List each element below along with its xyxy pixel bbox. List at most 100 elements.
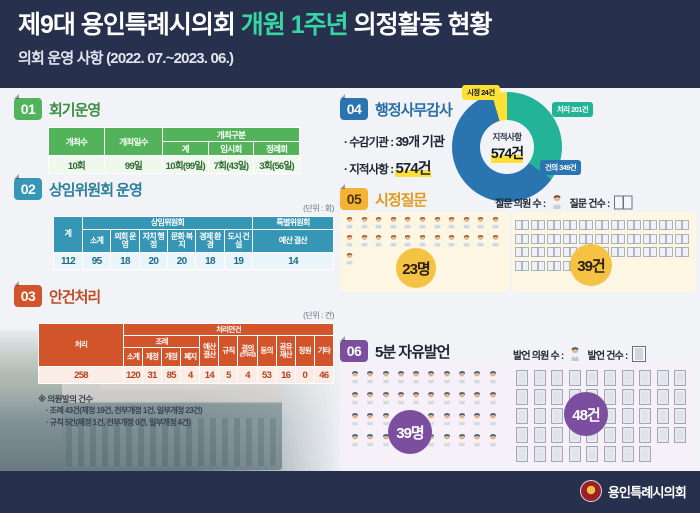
section-06-people-pictogram: 39명	[340, 364, 510, 464]
note-line-1: · 조례 43건(제정 19건, 전부개정 1건, 일부개정 23건)	[46, 406, 203, 416]
pictogram-unit	[627, 220, 643, 234]
person-icon	[388, 234, 398, 247]
person-icon	[396, 392, 406, 405]
th-culture-welfare: 문화 복지	[166, 229, 197, 253]
person-icon	[476, 234, 486, 247]
person-icon	[432, 216, 442, 229]
section-01-session-operation: 01 회기운영 개최수 개최일수 개최구분 계 임시회 정례회 10회 99일 …	[14, 94, 334, 174]
td-processed-total: 258	[38, 366, 124, 384]
table-row: 258 120 31 85 4 14 5 4 53 16 0 46	[38, 366, 335, 384]
person-icon	[457, 371, 467, 384]
pictogram-unit	[621, 370, 640, 389]
td-culture-welfare: 20	[166, 252, 197, 270]
td-total: 10회(99일)	[162, 155, 209, 174]
section-06-legend-people: 발언 의원 수 : 발언 건수 :	[513, 346, 646, 362]
pictogram-unit	[394, 391, 409, 412]
person-icon	[411, 371, 421, 384]
title-part2: 의정활동 현황	[347, 11, 493, 39]
pictogram-unit	[568, 370, 587, 389]
document-icon	[551, 370, 564, 386]
pictogram-unit	[455, 370, 470, 391]
pictogram-unit	[486, 370, 501, 391]
legend-people-label: 발언 의원 수 :	[513, 350, 564, 362]
person-icon	[365, 413, 376, 426]
pictogram-unit	[627, 247, 643, 261]
person-icon	[350, 413, 360, 426]
document-icon	[604, 389, 616, 405]
document-icon	[533, 446, 546, 462]
document-icon	[604, 370, 616, 386]
pictogram-unit	[611, 220, 627, 234]
section-05-city-questions: 05 시정질문	[340, 184, 700, 210]
pictogram-unit	[604, 370, 622, 389]
section-02-number: 02	[14, 174, 42, 200]
section-01-heading: 01 회기운영	[14, 94, 334, 120]
person-icon	[442, 392, 452, 405]
bullet-audited-orgs: · 수감기관 : 39개 기관	[344, 134, 445, 149]
pictogram-unit	[639, 389, 657, 408]
section-05-people-badge: 23명	[396, 248, 436, 288]
legend-items-label: 발언 건수 :	[587, 350, 628, 362]
person-icon	[388, 216, 398, 229]
table-row: 112 95 18 20 20 18 19 14	[53, 252, 334, 270]
section-06-items-badge: 48건	[564, 392, 608, 436]
pictogram-unit	[604, 446, 622, 465]
pictogram-unit	[394, 370, 409, 391]
th-rules: 규칙	[218, 335, 239, 367]
pictogram-unit	[445, 216, 460, 234]
open-book-icon	[547, 260, 561, 271]
pictogram-unit	[604, 427, 622, 446]
person-icon	[551, 195, 563, 209]
td-ordinance-subtotal: 120	[122, 366, 144, 384]
person-icon	[350, 392, 360, 405]
pictogram-unit	[656, 389, 675, 408]
th-extraordinary: 임시회	[207, 141, 255, 156]
document-icon	[674, 427, 687, 443]
open-book-icon	[675, 220, 689, 230]
th-classification: 개최구분	[162, 127, 300, 142]
table-subheader-row: 소계 제정 개정 폐지	[39, 347, 334, 367]
th-ordinance: 조례	[122, 335, 201, 348]
pictogram-unit	[455, 391, 470, 412]
pictogram-unit	[547, 247, 563, 261]
th-total: 계	[162, 141, 209, 156]
pictogram-unit	[486, 391, 501, 412]
document-icon	[621, 427, 634, 443]
person-icon	[447, 234, 457, 247]
legend-items-label: 질문 건수 :	[569, 198, 610, 210]
pictogram-unit	[551, 427, 569, 446]
pictogram-unit	[489, 216, 504, 234]
pictogram-unit	[604, 389, 622, 408]
th-etc: 기타	[313, 335, 335, 367]
table-subheader-row: 소계 의회 운영 자치 행정 문화 복지 경제 환경 도시 건설 예산 결산	[54, 229, 334, 253]
pictogram-unit	[387, 234, 402, 252]
page-header: 제9대 용인특례시의회 개원 1주년 의정활동 현황 의회 운영 사항 (202…	[0, 0, 700, 88]
td-subtotal: 95	[81, 252, 112, 270]
td-resolution: 4	[237, 366, 258, 384]
document-icon	[674, 389, 687, 405]
section-01-number: 01	[14, 94, 42, 120]
document-icon	[639, 389, 652, 405]
section-05-legend-people: 질문 의원 수 : 질문 건수 :	[495, 194, 633, 210]
document-icon	[656, 389, 669, 405]
donut-ring: 지적사항 574건	[452, 92, 562, 202]
person-icon	[472, 371, 483, 384]
td-council-operation: 18	[110, 252, 140, 270]
table-subheader-row: 계 임시회 정례회	[49, 141, 300, 156]
td-petition: 0	[294, 366, 315, 384]
th-sub-enactment: 제정	[142, 347, 163, 367]
pictogram-unit	[579, 233, 595, 248]
section-03-agenda-processing: 03 안건처리 (단위 : 건) 처리 처리안건 조례 예산 결산 규칙 결의(…	[14, 281, 339, 429]
pictogram-unit	[586, 446, 604, 465]
bullet-findings: · 지적사항 : 574건	[344, 159, 432, 177]
pictogram-unit	[621, 389, 640, 408]
pictogram-unit	[416, 234, 431, 252]
open-book-icon	[515, 233, 529, 244]
document-icon	[674, 408, 687, 424]
pictogram-unit	[547, 220, 563, 234]
note-title: ※ 의원발의 건수	[38, 394, 93, 404]
td-autonomy-admin: 20	[138, 252, 168, 270]
pictogram-unit	[470, 370, 485, 391]
pictogram-unit	[440, 433, 455, 454]
th-subtotal: 소계	[81, 229, 112, 253]
